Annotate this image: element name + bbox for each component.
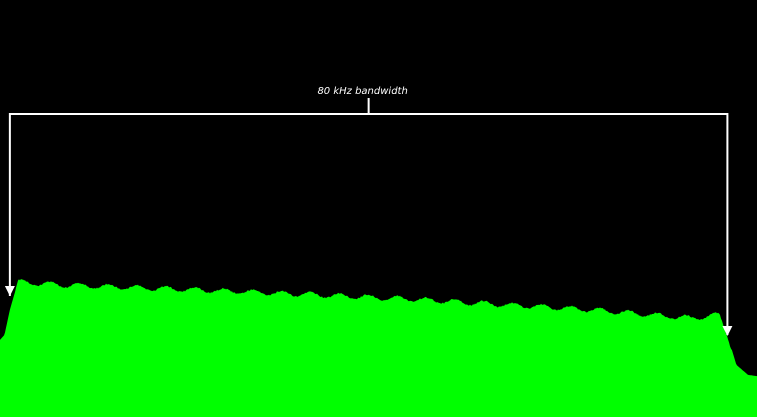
left-arrow-icon [5,286,15,296]
spectrum-area [0,279,757,417]
bandwidth-label: 80 kHz bandwidth [317,86,407,97]
spectrum-chart: 80 kHz bandwidth [0,0,757,417]
